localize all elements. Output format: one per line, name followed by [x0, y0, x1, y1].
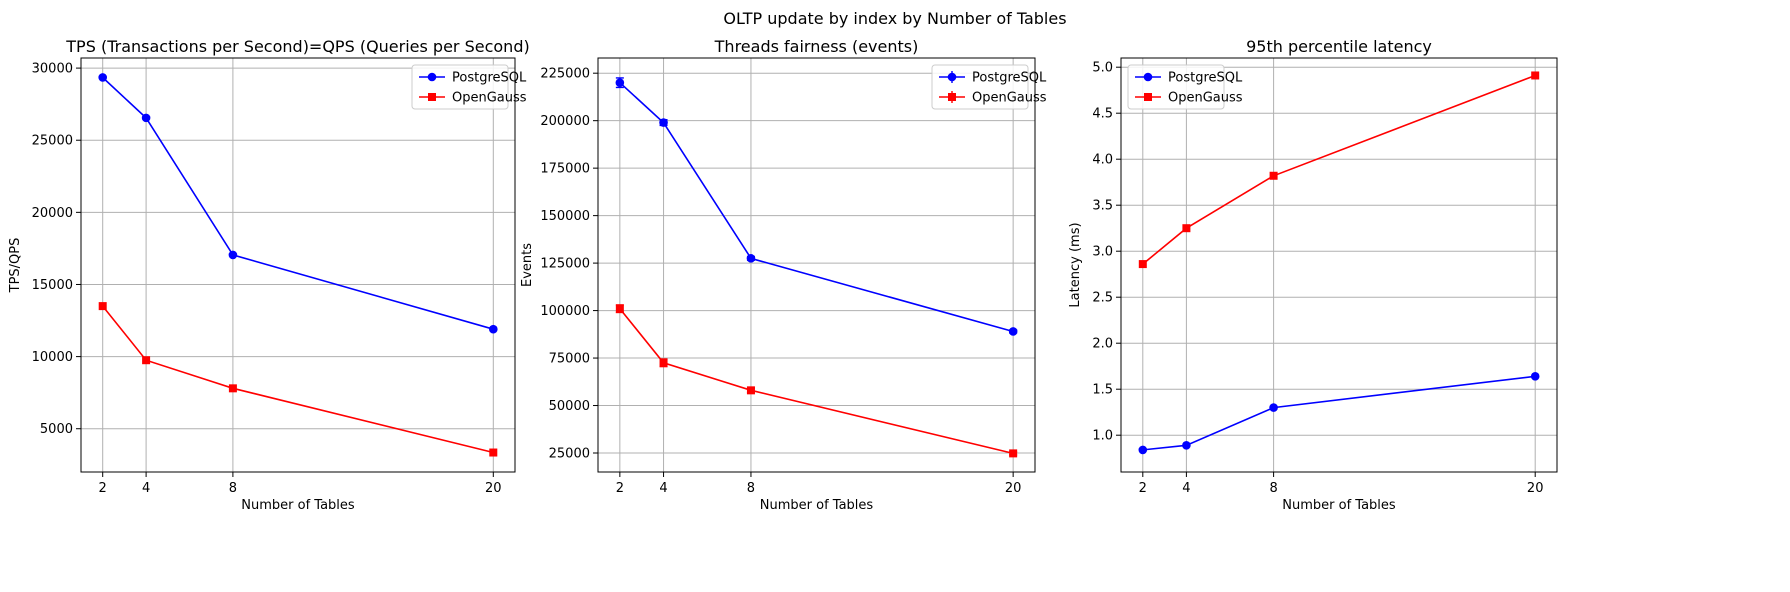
y-tick-label: 125000 [540, 257, 590, 272]
x-tick-label: 2 [616, 481, 624, 496]
chart-panel-3: 2 4 8 20 1.0 1.5 2.0 2.5 3.0 3.5 4.0 4.5 5.0 95th per… [1068, 37, 1558, 513]
data-point-opengauss [142, 356, 151, 365]
data-point-opengauss [659, 358, 668, 367]
x-tick-label: 4 [142, 481, 150, 496]
x-tick-label: 4 [1182, 481, 1190, 496]
x-tick-label: 8 [229, 481, 237, 496]
y-tick-label: 2.0 [1092, 337, 1113, 352]
data-point-postgresql [746, 254, 756, 263]
data-point-postgresql [1138, 445, 1148, 455]
legend-label: PostgreSQL [972, 71, 1047, 86]
y-tick-label: 225000 [540, 67, 590, 82]
data-point-opengauss [228, 384, 237, 393]
x-tick-label: 4 [659, 481, 667, 496]
data-point-opengauss [98, 302, 107, 311]
data-point-opengauss [489, 448, 498, 457]
legend-marker [1143, 72, 1153, 82]
y-tick-label: 20000 [32, 206, 73, 221]
data-point-postgresql [1182, 441, 1191, 450]
legend-label: OpenGauss [972, 91, 1047, 106]
y-tick-label: 4.0 [1092, 153, 1113, 168]
y-tick-label: 1.5 [1092, 383, 1113, 398]
data-point-postgresql [615, 78, 625, 87]
legend: PostgreSQL OpenGauss [931, 64, 1047, 110]
x-axis-label: Number of Tables [760, 498, 874, 513]
y-tick-label: 25000 [549, 447, 590, 462]
data-point-opengauss [1531, 71, 1540, 80]
legend-marker [428, 93, 436, 101]
chart-panel-1: 2 4 8 20 5000 10000 15000 20000 25000 30000 TPS (T… [8, 37, 530, 513]
legend-label: PostgreSQL [1168, 71, 1243, 86]
x-axis-label: Number of Tables [241, 498, 355, 513]
data-point-postgresql [1530, 372, 1540, 381]
legend-label: OpenGauss [1168, 91, 1243, 106]
series-line-postgresql [102, 76, 494, 330]
data-point-opengauss [746, 386, 755, 395]
y-tick-label: 3.5 [1092, 199, 1113, 214]
y-axis-label: Latency (ms) [1068, 222, 1083, 307]
y-tick-label: 3.0 [1092, 245, 1113, 260]
legend: PostgreSQL OpenGauss [411, 64, 527, 110]
chart-title: Threads fairness (events) [714, 37, 919, 56]
y-axis-label: TPS/QPS [8, 238, 23, 294]
data-point-opengauss [1182, 224, 1191, 233]
y-tick-label: 2.5 [1092, 291, 1113, 306]
series-line-postgresql [619, 82, 1014, 333]
data-point-postgresql [1008, 327, 1018, 336]
plot-frame [80, 57, 516, 473]
plot-frame [1120, 57, 1558, 473]
data-point-opengauss [1138, 260, 1147, 269]
chart-title: 95th percentile latency [1246, 37, 1432, 56]
y-tick-label: 4.5 [1092, 107, 1113, 122]
series-line-postgresql [1142, 375, 1536, 451]
y-tick-label: 50000 [549, 399, 590, 414]
data-point-postgresql [489, 324, 498, 334]
data-point-postgresql [659, 118, 668, 127]
y-tick-label: 30000 [32, 62, 73, 77]
data-point-opengauss [1269, 171, 1278, 180]
y-tick-label: 100000 [540, 304, 590, 319]
y-tick-label: 10000 [32, 350, 73, 365]
x-tick-label: 2 [99, 481, 107, 496]
legend-marker [948, 93, 956, 101]
chart-title: TPS (Transactions per Second)=QPS (Queri… [65, 37, 529, 56]
data-point-opengauss [615, 304, 624, 313]
x-tick-label: 20 [1005, 481, 1022, 496]
chart-panel-2: 2 4 8 20 25000 50000 75000 100000 125000 150000 17… [520, 37, 1047, 513]
y-tick-label: 1.0 [1092, 429, 1113, 444]
legend-label: PostgreSQL [452, 71, 527, 86]
series-line-opengauss [619, 308, 1014, 455]
x-tick-label: 20 [1527, 481, 1544, 496]
x-tick-label: 8 [1269, 481, 1277, 496]
y-axis-label: Events [520, 243, 535, 287]
figure-suptitle: OLTP update by index by Number of Tables [723, 9, 1066, 28]
legend-label: OpenGauss [452, 91, 527, 106]
y-tick-label: 150000 [540, 209, 590, 224]
legend-marker [947, 72, 957, 82]
data-point-postgresql [228, 250, 238, 260]
y-tick-label: 15000 [32, 278, 73, 293]
x-tick-label: 8 [747, 481, 755, 496]
y-tick-label: 75000 [549, 352, 590, 367]
data-point-opengauss [1009, 449, 1018, 458]
data-point-postgresql [98, 73, 107, 82]
legend-marker [1144, 93, 1152, 101]
y-tick-label: 175000 [540, 162, 590, 177]
y-tick-label: 5000 [40, 422, 73, 437]
y-tick-label: 5.0 [1092, 61, 1113, 76]
series-line-opengauss [1142, 74, 1536, 265]
data-point-postgresql [141, 113, 151, 123]
legend: PostgreSQL OpenGauss [1127, 64, 1243, 110]
y-tick-label: 25000 [32, 134, 73, 149]
x-axis-label: Number of Tables [1282, 498, 1396, 513]
y-tick-label: 200000 [540, 114, 590, 129]
x-tick-label: 2 [1139, 481, 1147, 496]
data-point-postgresql [1269, 403, 1278, 412]
legend-marker [427, 72, 437, 82]
series-line-opengauss [102, 305, 494, 454]
x-tick-label: 20 [485, 481, 502, 496]
plot-frame [597, 57, 1036, 473]
